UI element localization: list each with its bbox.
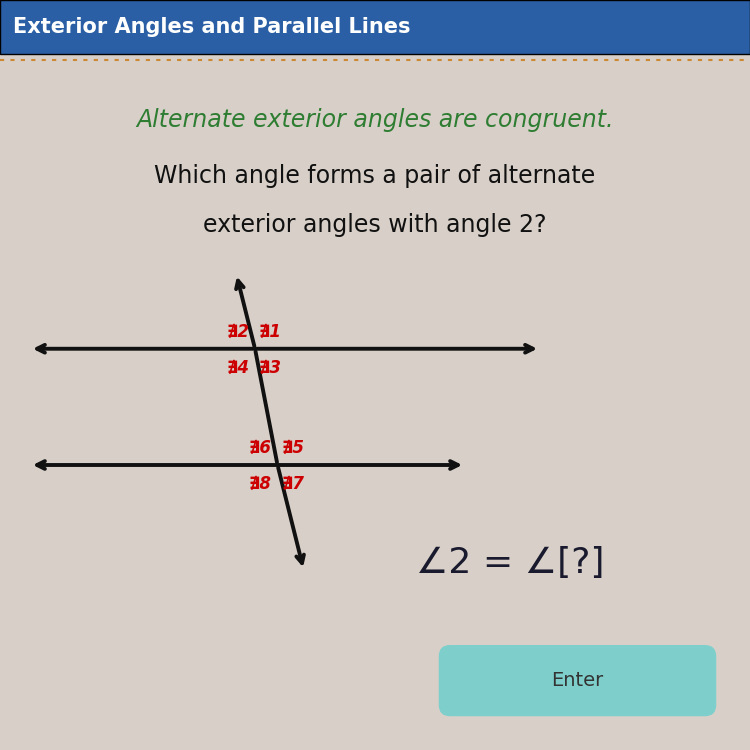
FancyBboxPatch shape: [0, 0, 750, 54]
Text: exterior angles with angle 2?: exterior angles with angle 2?: [203, 213, 547, 237]
Text: Which angle forms a pair of alternate: Which angle forms a pair of alternate: [154, 164, 596, 188]
Text: ∠2 = ∠[?]: ∠2 = ∠[?]: [416, 545, 604, 580]
Text: ∄4: ∄4: [226, 358, 249, 376]
Text: ∄6: ∄6: [248, 438, 272, 456]
Text: Alternate exterior angles are congruent.: Alternate exterior angles are congruent.: [136, 108, 614, 132]
Text: ∄7: ∄7: [281, 474, 304, 492]
Text: ∄2: ∄2: [226, 322, 249, 340]
FancyBboxPatch shape: [439, 645, 716, 716]
Text: ∄5: ∄5: [281, 438, 304, 456]
Text: Exterior Angles and Parallel Lines: Exterior Angles and Parallel Lines: [13, 17, 411, 37]
Text: ∄3: ∄3: [259, 358, 282, 376]
Text: ∄1: ∄1: [259, 322, 282, 340]
Text: Enter: Enter: [551, 670, 604, 690]
Text: ∄8: ∄8: [248, 474, 272, 492]
